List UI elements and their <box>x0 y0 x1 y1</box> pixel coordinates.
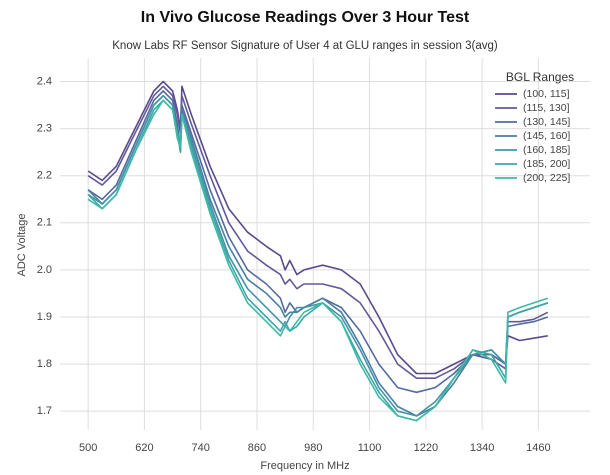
chart-subtitle: Know Labs RF Sensor Signature of User 4 … <box>112 40 498 52</box>
series-line <box>87 99 549 422</box>
x-tick-label: 1100 <box>358 442 382 454</box>
legend-label: (100, 115] <box>523 88 570 100</box>
series-line <box>87 94 549 417</box>
y-tick-label: 1.8 <box>37 358 52 370</box>
legend-title: BGL Ranges <box>506 70 574 84</box>
x-tick-label: 980 <box>304 442 322 454</box>
y-tick-label: 2.4 <box>37 75 52 87</box>
x-tick-label: 860 <box>248 442 266 454</box>
y-tick-label: 1.7 <box>37 405 52 417</box>
x-tick-label: 620 <box>135 442 153 454</box>
x-tick-label: 1460 <box>526 442 550 454</box>
y-tick-label: 2.2 <box>37 170 52 182</box>
legend-label: (160, 185] <box>523 144 570 156</box>
x-tick-label: 740 <box>192 442 210 454</box>
legend-label: (145, 160] <box>523 130 570 142</box>
y-tick-label: 1.9 <box>37 311 52 323</box>
y-tick-label: 2.1 <box>37 217 52 229</box>
legend-label: (130, 145] <box>523 116 570 128</box>
chart-title: In Vivo Glucose Readings Over 3 Hour Tes… <box>141 9 470 26</box>
series-line <box>87 85 549 379</box>
legend-label: (200, 225] <box>523 172 570 184</box>
y-axis-label: ADC Voltage <box>16 214 28 277</box>
legend-label: (185, 200] <box>523 158 570 170</box>
series-line <box>87 99 549 422</box>
x-tick-label: 1220 <box>414 442 438 454</box>
series-line <box>87 94 549 417</box>
y-tick-label: 2.0 <box>37 264 52 276</box>
legend-label: (115, 130] <box>523 102 570 114</box>
y-tick-label: 2.3 <box>37 123 52 135</box>
series-line <box>87 90 549 394</box>
x-tick-label: 500 <box>79 442 97 454</box>
series-line <box>87 80 548 375</box>
x-tick-label: 1340 <box>470 442 494 454</box>
x-axis-label: Frequency in MHz <box>260 460 349 472</box>
